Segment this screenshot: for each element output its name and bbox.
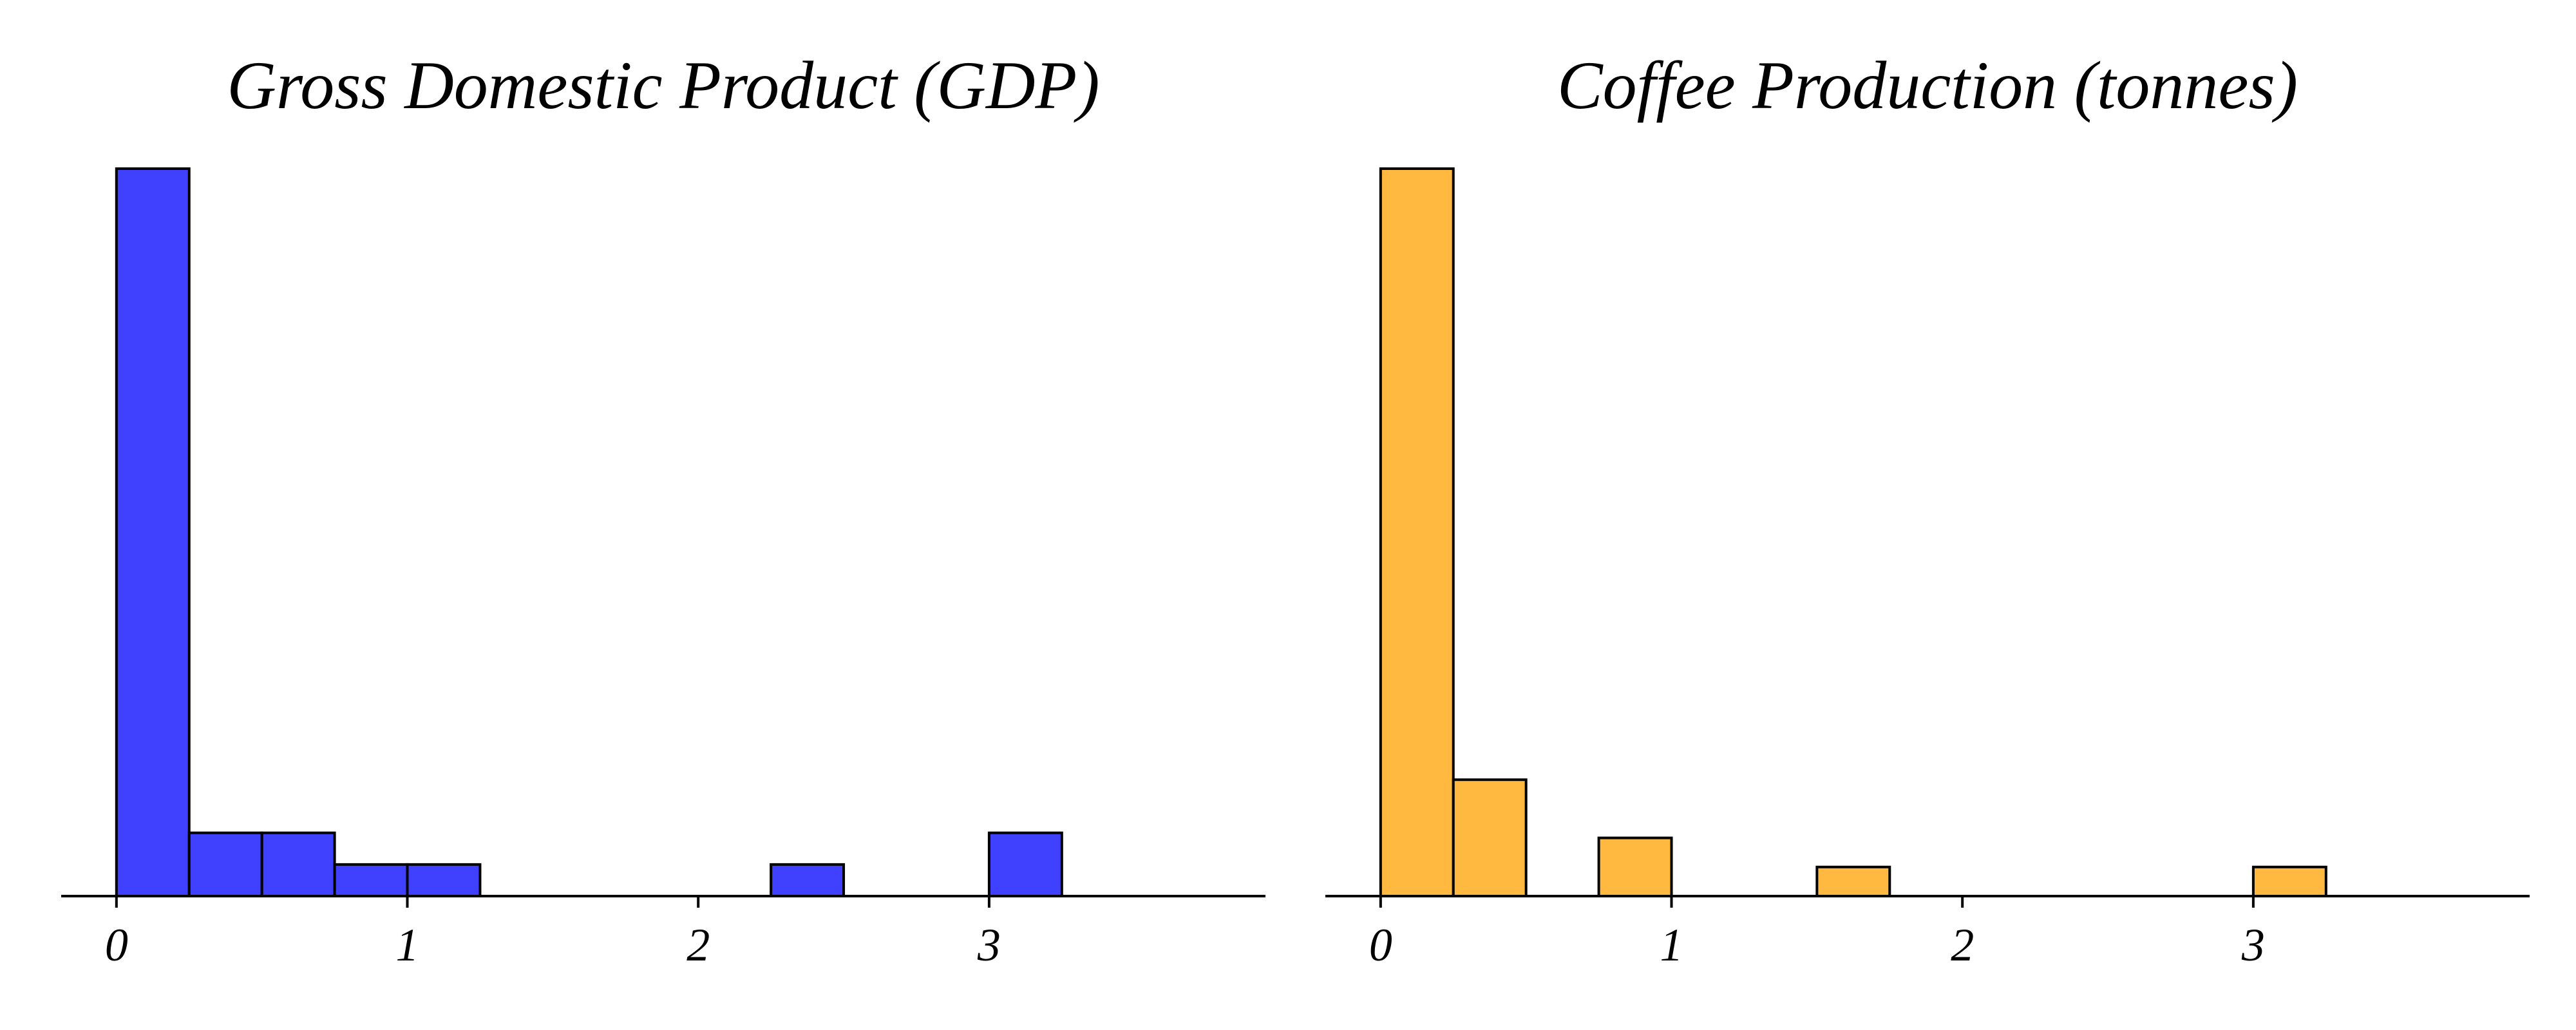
coffee-bar [1597,836,1673,897]
gdp-bar [115,167,191,897]
gdp-bar [406,863,482,897]
gdp-bars [115,167,1208,898]
coffee-x-tick-label: 3 [2241,919,2265,971]
gdp-bar [333,863,409,897]
gdp-chart-title: Gross Domestic Product (GDP) [227,48,1099,123]
coffee-x-tick-label: 1 [1660,919,1683,971]
gdp-x-tick-label: 1 [396,919,419,971]
gdp-bar [987,831,1063,898]
gdp-x-tick-label: 0 [105,919,128,971]
gdp-bar [770,863,846,897]
coffee-bar [1379,167,1455,897]
gdp-histogram-panel: Gross Domestic Product (GDP) 0 1 2 3 [61,48,1265,971]
gdp-x-ticks: 0 1 2 3 [105,896,1001,971]
coffee-x-tick-label: 0 [1369,919,1392,971]
coffee-x-tick-label: 2 [1951,919,1974,971]
gdp-bar [260,831,336,898]
coffee-bar [1452,778,1528,897]
gdp-bar [187,831,263,898]
coffee-bar [1815,865,1891,898]
coffee-x-ticks: 0 1 2 3 [1369,896,2265,971]
coffee-bar [2251,865,2327,898]
coffee-chart-title: Coffee Production (tonnes) [1557,48,2298,123]
gdp-x-tick-label: 2 [687,919,710,971]
coffee-bars [1379,167,2472,898]
gdp-x-tick-label: 3 [977,919,1001,971]
coffee-histogram-panel: Coffee Production (tonnes) 0 1 2 3 [1325,48,2530,971]
